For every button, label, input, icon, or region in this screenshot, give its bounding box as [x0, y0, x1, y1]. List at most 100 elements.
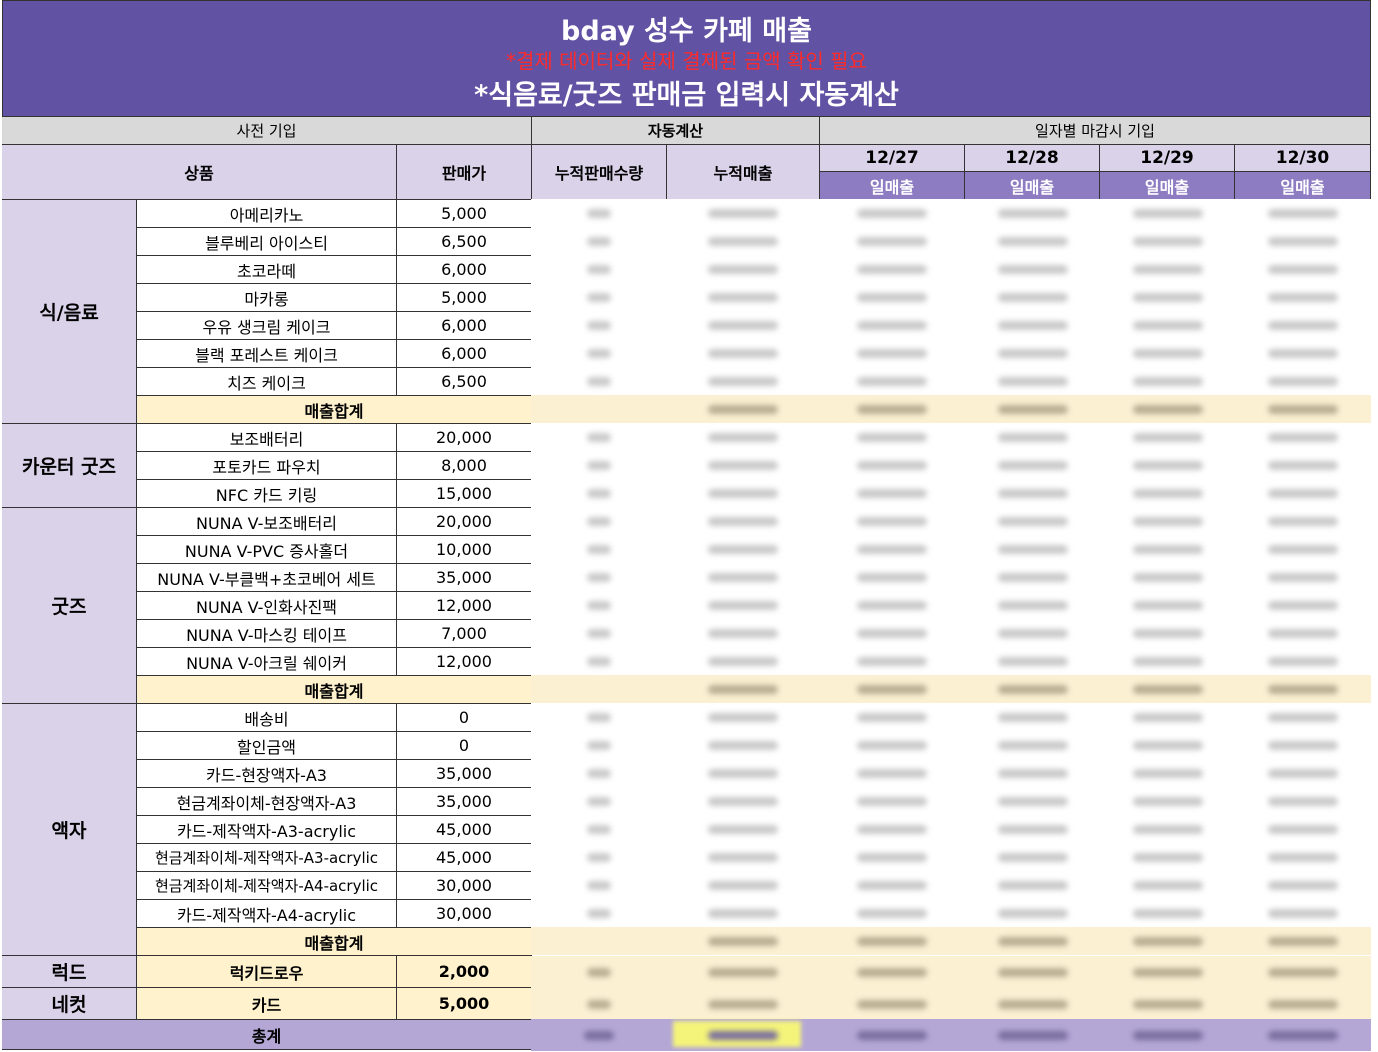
product-price[interactable]: 20,000 — [397, 508, 532, 536]
date-header[interactable]: 12/28 — [965, 145, 1100, 172]
blurred-value — [707, 1000, 778, 1009]
product-price[interactable]: 35,000 — [397, 564, 532, 592]
product-name[interactable]: 현금계좌이체-제작액자-A4-acrylic — [137, 872, 397, 900]
col-revenue[interactable]: 누적매출 — [667, 145, 820, 200]
date-header[interactable]: 12/30 — [1235, 145, 1371, 172]
category-necut[interactable]: 네컷 — [2, 988, 137, 1020]
product-price[interactable]: 6,500 — [397, 368, 532, 396]
blurred-value — [586, 909, 611, 918]
blurred-row — [531, 283, 1371, 311]
category-counter-goods[interactable]: 카운터 굿즈 — [2, 424, 137, 508]
product-name[interactable]: 카드-제작액자-A4-acrylic — [137, 900, 397, 928]
product-name[interactable]: 포토카드 파우치 — [137, 452, 397, 480]
product-name[interactable]: NUNA V-부클백+초코베어 세트 — [137, 564, 397, 592]
blurred-value — [707, 881, 778, 890]
product-price[interactable]: 30,000 — [397, 872, 532, 900]
blurred-value — [1268, 405, 1338, 414]
product-name[interactable]: 할인금액 — [137, 732, 397, 760]
category-goods[interactable]: 굿즈 — [2, 508, 137, 704]
product-name[interactable]: 카드 — [137, 988, 397, 1020]
product-price[interactable]: 45,000 — [397, 844, 532, 872]
product-name[interactable]: 보조배터리 — [137, 424, 397, 452]
product-name[interactable]: 아메리카노 — [137, 200, 397, 228]
col-qty[interactable]: 누적판매수량 — [532, 145, 667, 200]
product-name[interactable]: NFC 카드 키링 — [137, 480, 397, 508]
section-pre[interactable]: 사전 기입 — [2, 117, 532, 145]
product-price[interactable]: 5,000 — [397, 988, 532, 1020]
product-name[interactable]: 현금계좌이체-제작액자-A3-acrylic — [137, 844, 397, 872]
date-header[interactable]: 12/27 — [820, 145, 965, 172]
product-name[interactable]: 카드-현장액자-A3 — [137, 760, 397, 788]
section-auto[interactable]: 자동계산 — [532, 117, 820, 145]
product-price[interactable]: 0 — [397, 732, 532, 760]
product-price[interactable]: 0 — [397, 704, 532, 732]
product-price[interactable]: 12,000 — [397, 592, 532, 620]
product-name[interactable]: 럭키드로우 — [137, 956, 397, 988]
blurred-value — [857, 881, 927, 890]
product-name[interactable]: 현금계좌이체-현장액자-A3 — [137, 788, 397, 816]
product-name[interactable]: 배송비 — [137, 704, 397, 732]
blurred-row — [531, 871, 1371, 899]
product-price[interactable]: 15,000 — [397, 480, 532, 508]
date-header[interactable]: 12/29 — [1100, 145, 1235, 172]
col-price[interactable]: 판매가 — [397, 145, 532, 200]
product-name[interactable]: NUNA V-마스킹 테이프 — [137, 620, 397, 648]
product-price[interactable]: 12,000 — [397, 648, 532, 676]
product-name[interactable]: 초코라떼 — [137, 256, 397, 284]
grand-total-label[interactable]: 총계 — [2, 1020, 532, 1050]
blurred-value — [1132, 237, 1203, 246]
daily-sales-header[interactable]: 일매출 — [820, 172, 965, 200]
product-name[interactable]: 마카롱 — [137, 284, 397, 312]
subtotal-label[interactable]: 매출합계 — [137, 396, 532, 424]
product-name[interactable]: 우유 생크림 케이크 — [137, 312, 397, 340]
blurred-value — [1268, 909, 1338, 918]
product-name[interactable]: NUNA V-PVC 증사홀더 — [137, 536, 397, 564]
product-price[interactable]: 7,000 — [397, 620, 532, 648]
blurred-value — [1268, 797, 1338, 806]
product-price[interactable]: 6,000 — [397, 256, 532, 284]
product-price[interactable]: 35,000 — [397, 788, 532, 816]
product-price[interactable]: 30,000 — [397, 900, 532, 928]
product-price[interactable]: 45,000 — [397, 816, 532, 844]
blurred-value — [1132, 769, 1203, 778]
col-product[interactable]: 상품 — [2, 145, 397, 200]
product-name[interactable]: 블루베리 아이스티 — [137, 228, 397, 256]
blurred-value — [857, 1031, 927, 1040]
blurred-value — [707, 517, 778, 526]
product-price[interactable]: 20,000 — [397, 424, 532, 452]
daily-sales-header[interactable]: 일매출 — [965, 172, 1100, 200]
product-price[interactable]: 2,000 — [397, 956, 532, 988]
blurred-value — [857, 713, 927, 722]
blurred-value — [1268, 265, 1338, 274]
product-price[interactable]: 10,000 — [397, 536, 532, 564]
product-name[interactable]: NUNA V-인화사진팩 — [137, 592, 397, 620]
category-food[interactable]: 식/음료 — [2, 200, 137, 424]
blurred-row — [531, 787, 1371, 815]
product-name[interactable]: NUNA V-보조배터리 — [137, 508, 397, 536]
product-name[interactable]: 카드-제작액자-A3-acrylic — [137, 816, 397, 844]
daily-sales-header[interactable]: 일매출 — [1235, 172, 1371, 200]
product-name[interactable]: 블랙 포레스트 케이크 — [137, 340, 397, 368]
product-price[interactable]: 6,000 — [397, 340, 532, 368]
product-name[interactable]: NUNA V-아크릴 쉐이커 — [137, 648, 397, 676]
product-price[interactable]: 6,500 — [397, 228, 532, 256]
blurred-value — [997, 517, 1068, 526]
product-price[interactable]: 6,000 — [397, 312, 532, 340]
category-frame[interactable]: 액자 — [2, 704, 137, 956]
section-daily[interactable]: 일자별 마감시 기입 — [820, 117, 1371, 145]
blurred-value — [707, 937, 778, 946]
daily-sales-header[interactable]: 일매출 — [1100, 172, 1235, 200]
product-price[interactable]: 35,000 — [397, 760, 532, 788]
product-price[interactable]: 5,000 — [397, 284, 532, 312]
product-price[interactable]: 8,000 — [397, 452, 532, 480]
product-price[interactable]: 5,000 — [397, 200, 532, 228]
blurred-value — [857, 769, 927, 778]
blurred-value — [997, 489, 1068, 498]
category-luck[interactable]: 럭드 — [2, 956, 137, 988]
blurred-value — [1268, 321, 1338, 330]
subtotal-label[interactable]: 매출합계 — [137, 928, 532, 956]
product-name[interactable]: 치즈 케이크 — [137, 368, 397, 396]
blurred-value — [1132, 293, 1203, 302]
blurred-value — [857, 237, 927, 246]
subtotal-label[interactable]: 매출합계 — [137, 676, 532, 704]
